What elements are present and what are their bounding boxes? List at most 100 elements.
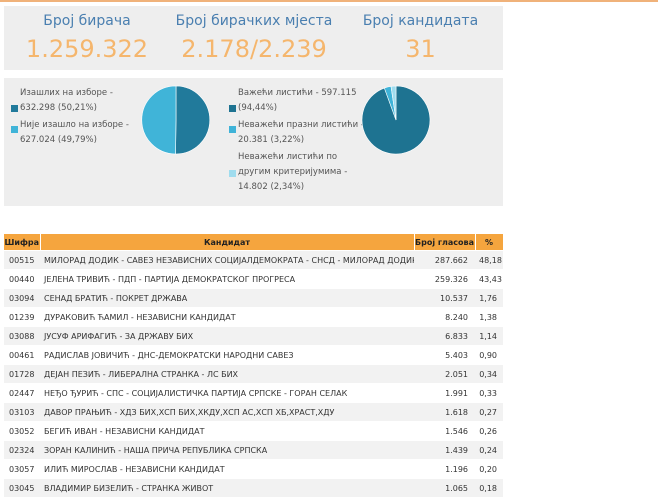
turnout-slice-voted (176, 86, 210, 154)
stat-candidates-title: Број кандидата (338, 13, 503, 29)
cell-votes: 287.662 (414, 251, 475, 270)
stat-polling-stations-value: 2.178/2.239 (170, 35, 338, 63)
cell-code: 03103 (4, 403, 40, 422)
cell-code: 02447 (4, 384, 40, 403)
cell-votes: 6.833 (414, 327, 475, 346)
legend-other-label-1: Неважећи листићи по (238, 150, 347, 165)
stats-panel: Број бирача 1.259.322 Број бирачких мјес… (4, 6, 503, 70)
legend-other: Неважећи листићи по другим критеријумима… (238, 150, 347, 195)
legend-not-voted-label: Није изашло на изборе - (20, 118, 129, 133)
results-table-header: Шифра Кандидат Број гласова % (4, 234, 503, 251)
cell-candidate: ЈУСУФ АРИФАГИЋ - ЗА ДРЖАВУ БИХ (40, 327, 414, 346)
cell-votes: 1.991 (414, 384, 475, 403)
legend-valid-label: Важећи листићи - (238, 88, 319, 98)
cell-votes: 1.196 (414, 460, 475, 479)
cell-votes: 8.240 (414, 308, 475, 327)
cell-pct: 48,18 (475, 251, 503, 270)
cell-code: 03057 (4, 460, 40, 479)
cell-code: 00440 (4, 270, 40, 289)
legend-voted-swatch (11, 105, 18, 112)
legend-valid: Важећи листићи - 597.115 (94,44%) (238, 86, 357, 116)
cell-votes: 1.546 (414, 422, 475, 441)
stat-polling-stations-title: Број бирачких мјеста (170, 13, 338, 29)
stat-candidates: Број кандидата 31 (338, 6, 503, 63)
cell-candidate: ДУРАКОВИЋ ЋАМИЛ - НЕЗАВИСНИ КАНДИДАТ (40, 308, 414, 327)
column-header-votes[interactable]: Број гласова (414, 234, 475, 251)
legend-not-voted-value: 627.024 (49,79%) (20, 133, 129, 148)
cell-candidate: ЈЕЛЕНА ТРИВИЋ - ПДП - ПАРТИЈА ДЕМОКРАТСК… (40, 270, 414, 289)
cell-votes: 5.403 (414, 346, 475, 365)
cell-pct: 0,20 (475, 460, 503, 479)
turnout-pie-chart (141, 83, 211, 157)
cell-votes: 10.537 (414, 289, 475, 308)
stat-voters-value: 1.259.322 (4, 35, 170, 63)
legend-other-value: 14.802 (2,34%) (238, 180, 347, 195)
legend-valid-line: Важећи листићи - 597.115 (238, 86, 357, 101)
cell-pct: 0,34 (475, 365, 503, 384)
cell-pct: 1,76 (475, 289, 503, 308)
cell-code: 01239 (4, 308, 40, 327)
cell-votes: 259.326 (414, 270, 475, 289)
cell-pct: 1,14 (475, 327, 503, 346)
stat-voters-title: Број бирача (4, 13, 170, 29)
column-header-pct[interactable]: % (475, 234, 503, 251)
cell-candidate: ЗОРАН КАЛИНИЋ - НАША ПРИЧА РЕПУБЛИКА СРП… (40, 441, 414, 460)
cell-votes: 2.051 (414, 365, 475, 384)
cell-votes: 1.618 (414, 403, 475, 422)
cell-code: 03052 (4, 422, 40, 441)
legend-other-label-2: другим критеријумима - (238, 165, 347, 180)
cell-candidate: НЕЂО ЂУРИЋ - СПС - СОЦИЈАЛИСТИЧКА ПАРТИЈ… (40, 384, 414, 403)
cell-candidate: РАДИСЛАВ ЈОВИЧИЋ - ДНС-ДЕМОКРАТСКИ НАРОД… (40, 346, 414, 365)
legend-blank-label: Неважећи празни листићи - (238, 118, 364, 133)
cell-votes: 1.439 (414, 441, 475, 460)
cell-code: 03094 (4, 289, 40, 308)
cell-code: 00461 (4, 346, 40, 365)
column-header-candidate[interactable]: Кандидат (40, 234, 414, 251)
legend-voted-value: 632.298 (50,21%) (20, 101, 113, 116)
turnout-panel: Изашлих на изборе - 632.298 (50,21%) Ниј… (4, 78, 503, 206)
cell-pct: 0,27 (475, 403, 503, 422)
cell-candidate: МИЛОРАД ДОДИК - САВЕЗ НЕЗАВИСНИХ СОЦИЈАЛ… (40, 251, 414, 270)
cell-code: 03045 (4, 479, 40, 497)
legend-not-voted-swatch (11, 126, 18, 133)
cell-code: 00515 (4, 251, 40, 270)
legend-valid-value: 597.115 (321, 88, 356, 98)
legend-blank: Неважећи празни листићи - 20.381 (3,22%) (238, 118, 364, 148)
stat-polling-stations: Број бирачких мјеста 2.178/2.239 (170, 6, 338, 63)
legend-blank-swatch (229, 126, 236, 133)
cell-candidate: ДАВОР ПРАЊИЋ - ХДЗ БИХ,ХСП БИХ,ХКДУ,ХСП … (40, 403, 414, 422)
cell-candidate: ВЛАДИМИР БИЗЕЛИЋ - СТРАНКА ЖИВОТ (40, 479, 414, 497)
legend-voted-label: Изашлих на изборе - (20, 86, 113, 101)
cell-code: 03088 (4, 327, 40, 346)
cell-candidate: ИЛИЋ МИРОСЛАВ - НЕЗАВИСНИ КАНДИДАТ (40, 460, 414, 479)
legend-not-voted: Није изашло на изборе - 627.024 (49,79%) (20, 118, 129, 148)
cell-code: 02324 (4, 441, 40, 460)
legend-valid-swatch (229, 105, 236, 112)
stat-candidates-value: 31 (338, 35, 503, 63)
legend-other-swatch (229, 170, 236, 177)
ballots-pie-chart (361, 83, 431, 157)
legend-valid-pct: (94,44%) (238, 101, 357, 116)
stat-voters: Број бирача 1.259.322 (4, 6, 170, 63)
cell-pct: 0,90 (475, 346, 503, 365)
cell-pct: 1,38 (475, 308, 503, 327)
cell-pct: 0,18 (475, 479, 503, 497)
cell-candidate: БЕГИЋ ИВАН - НЕЗАВИСНИ КАНДИДАТ (40, 422, 414, 441)
cell-candidate: СЕНАД БРАТИЋ - ПОКРЕТ ДРЖАВА (40, 289, 414, 308)
legend-voted: Изашлих на изборе - 632.298 (50,21%) (20, 86, 113, 116)
cell-pct: 43,43 (475, 270, 503, 289)
column-header-code[interactable]: Шифра (4, 234, 40, 251)
